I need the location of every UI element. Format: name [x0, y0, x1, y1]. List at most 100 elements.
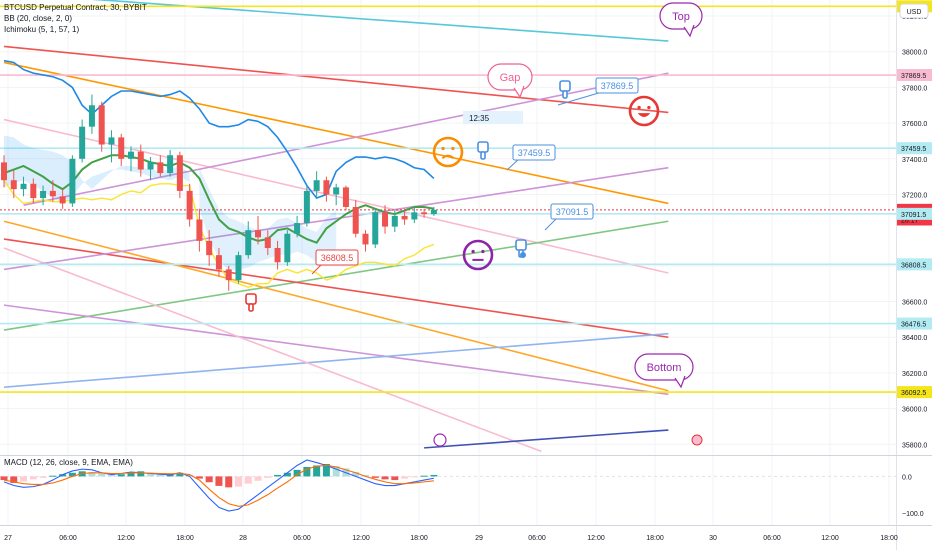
candle[interactable]: [20, 183, 27, 190]
macd-histogram-bar[interactable]: [313, 465, 321, 477]
macd-histogram-bar[interactable]: [225, 476, 233, 488]
candle[interactable]: [79, 126, 86, 159]
macd-histogram-bar[interactable]: [303, 466, 311, 477]
price-callout[interactable]: 37091.5: [544, 203, 594, 231]
macd-histogram-bar[interactable]: [205, 476, 213, 483]
macd-histogram-bar[interactable]: [195, 476, 203, 479]
trendline[interactable]: [3, 166, 669, 271]
pointing-hand-icon[interactable]: [477, 141, 489, 160]
candle[interactable]: [30, 183, 37, 199]
macd-histogram-bar[interactable]: [234, 476, 242, 487]
candle[interactable]: [274, 248, 281, 263]
candle[interactable]: [1, 162, 7, 181]
candle[interactable]: [196, 219, 203, 241]
macd-histogram-bar[interactable]: [137, 471, 145, 477]
macd-histogram-bar[interactable]: [430, 474, 438, 477]
macd-histogram-bar[interactable]: [244, 476, 252, 484]
macd-histogram-bar[interactable]: [59, 474, 67, 477]
currency-button[interactable]: USD: [899, 3, 929, 19]
legend-bb[interactable]: BB (20, close, 2, 0): [4, 14, 73, 23]
macd-histogram-bar[interactable]: [264, 476, 272, 478]
candle[interactable]: [362, 233, 369, 245]
macd-histogram-bar[interactable]: [410, 476, 418, 478]
legend-macd[interactable]: MACD (12, 26, close, 9, EMA, EMA): [4, 458, 133, 467]
candle[interactable]: [157, 162, 164, 174]
macd-histogram-bar[interactable]: [68, 472, 76, 477]
price-level-tag[interactable]: 37091.5: [897, 207, 932, 220]
bb-basis-line[interactable]: [3, 154, 435, 244]
macd-histogram-bar[interactable]: [10, 476, 18, 483]
candle[interactable]: [215, 255, 222, 270]
candle[interactable]: [333, 187, 340, 195]
price-level-tag[interactable]: 37459.5: [897, 142, 932, 155]
trendline[interactable]: [3, 332, 669, 388]
price-callout[interactable]: 36808.5: [311, 249, 359, 275]
candle[interactable]: [10, 180, 17, 190]
candle[interactable]: [352, 206, 359, 234]
candle[interactable]: [40, 190, 47, 199]
bb-upper-band[interactable]: [3, 59, 435, 200]
candle[interactable]: [284, 233, 291, 263]
pointing-hand-icon[interactable]: [559, 80, 571, 99]
legend-symbol[interactable]: BTCUSD Perpetual Contract, 30, BYBIT: [4, 3, 147, 12]
macd-histogram-bar[interactable]: [332, 466, 340, 477]
candle[interactable]: [382, 212, 389, 227]
pointing-hand-icon[interactable]: [245, 293, 257, 312]
trendline[interactable]: [3, 238, 669, 339]
candle[interactable]: [118, 137, 125, 159]
macd-histogram-bar[interactable]: [88, 472, 96, 477]
trendline[interactable]: [3, 61, 669, 205]
candle[interactable]: [411, 212, 418, 220]
neutral-face-icon[interactable]: [462, 239, 494, 271]
happy-face-icon[interactable]: [628, 95, 660, 127]
candle[interactable]: [401, 215, 408, 220]
candle[interactable]: [372, 212, 379, 245]
event-flag-icon[interactable]: [691, 434, 703, 446]
macd-histogram-bar[interactable]: [156, 474, 164, 477]
candle[interactable]: [49, 190, 56, 197]
candle[interactable]: [108, 137, 115, 145]
lightning-event-icon[interactable]: [433, 433, 447, 447]
trendline[interactable]: [3, 304, 669, 396]
macd-histogram-bar[interactable]: [127, 472, 135, 477]
macd-histogram-bar[interactable]: [20, 476, 28, 482]
candle[interactable]: [206, 240, 213, 256]
candle[interactable]: [255, 230, 262, 238]
macd-histogram-bar[interactable]: [274, 474, 282, 477]
price-level-tag[interactable]: 36808.5: [897, 258, 932, 271]
trendline[interactable]: [3, 220, 669, 331]
worried-face-icon[interactable]: [432, 136, 464, 168]
trendline[interactable]: [4, 0, 669, 42]
macd-histogram-bar[interactable]: [117, 474, 125, 477]
price-level-tag[interactable]: 36092.5: [897, 386, 932, 399]
pointing-hand-icon[interactable]: [515, 239, 527, 258]
legend-ichimoku[interactable]: Ichimoku (5, 1, 57, 1): [4, 25, 80, 34]
annotation-bottom[interactable]: Bottom: [634, 353, 694, 389]
candle[interactable]: [421, 212, 428, 215]
candle[interactable]: [137, 151, 144, 170]
macd-histogram-bar[interactable]: [371, 476, 379, 478]
trendline[interactable]: [23, 72, 669, 206]
candle[interactable]: [294, 223, 301, 234]
macd-histogram-bar[interactable]: [0, 476, 8, 481]
candle[interactable]: [69, 158, 76, 204]
macd-histogram-bar[interactable]: [49, 475, 57, 477]
macd-histogram-bar[interactable]: [39, 476, 47, 478]
candle[interactable]: [186, 190, 193, 220]
price-callout[interactable]: 37459.5: [506, 144, 556, 171]
candle[interactable]: [391, 215, 398, 227]
macd-histogram-bar[interactable]: [293, 469, 301, 477]
candle[interactable]: [167, 155, 174, 174]
candle[interactable]: [88, 105, 95, 127]
candle[interactable]: [323, 180, 330, 195]
macd-histogram-bar[interactable]: [98, 473, 106, 477]
macd-histogram-bar[interactable]: [147, 472, 155, 477]
macd-histogram-bar[interactable]: [215, 476, 223, 486]
macd-signal-line[interactable]: [3, 464, 434, 507]
candle[interactable]: [147, 162, 154, 170]
candle[interactable]: [98, 105, 105, 145]
candle[interactable]: [313, 180, 320, 191]
price-level-tag[interactable]: 37869.5: [897, 69, 932, 82]
trendline[interactable]: [3, 45, 669, 114]
